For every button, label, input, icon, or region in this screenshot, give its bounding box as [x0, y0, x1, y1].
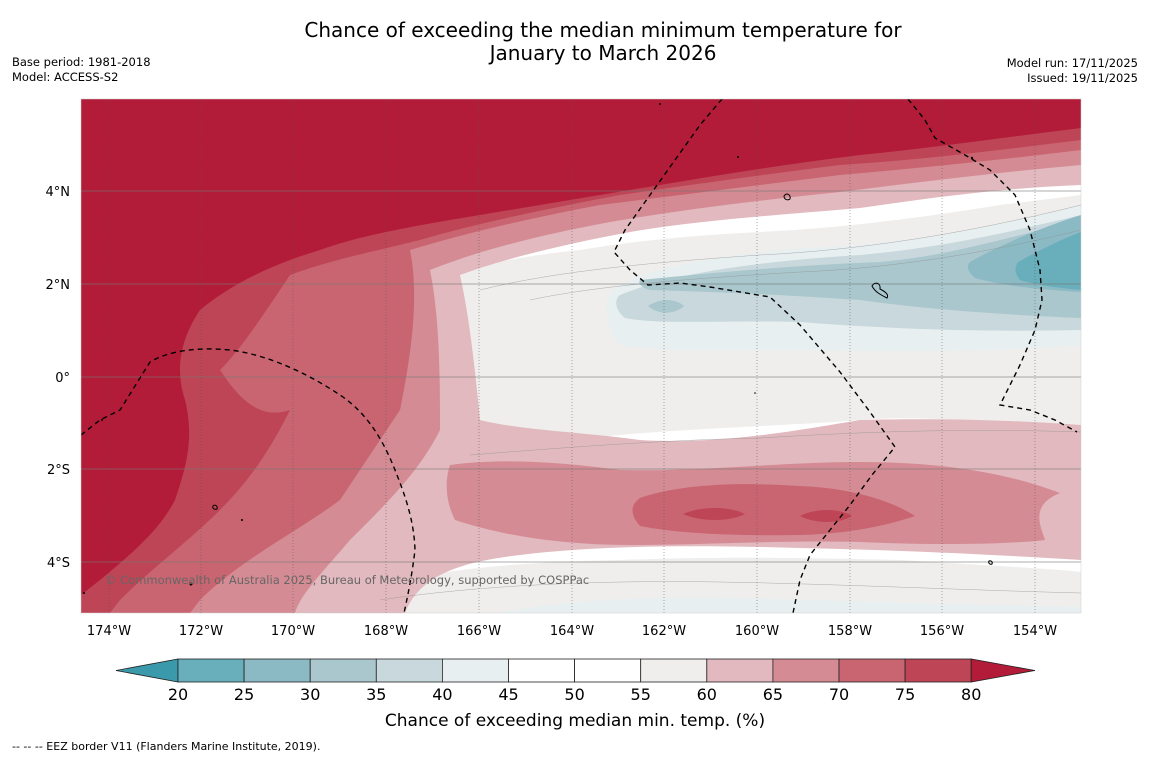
colorbar-tick-label: 75	[895, 685, 915, 704]
colorbar-tick-label: 60	[697, 685, 717, 704]
colorbar-tick-label: 30	[300, 685, 320, 704]
eez-borders	[81, 99, 1078, 613]
colorbar-label: Chance of exceeding median min. temp. (%…	[385, 711, 765, 731]
colorbar-segment	[640, 658, 708, 683]
colorbar-segment	[243, 658, 311, 683]
colorbar-tick-label: 35	[366, 685, 386, 704]
lon-label-160w: 160°W	[735, 624, 779, 639]
band-20-25	[1015, 232, 1081, 290]
issued-date: Issued: 19/11/2025	[1027, 71, 1138, 85]
colorbar-tick-label: 40	[432, 685, 452, 704]
colorbar-segment	[177, 658, 245, 683]
lon-label-156w: 156°W	[920, 624, 964, 639]
model-info: Base period: 1981-2018 Model: ACCESS-S2	[12, 55, 151, 85]
lon-label-158w: 158°W	[828, 624, 872, 639]
band-30-35-spot	[648, 300, 684, 313]
colorbar-tick-label: 70	[829, 685, 849, 704]
base-period: Base period: 1981-2018	[12, 55, 151, 69]
band-70-75-south	[632, 484, 915, 536]
forecast-map: © Commonwealth of Australia 2025, Bureau…	[46, 98, 1082, 731]
colorbar	[115, 658, 1036, 683]
lon-label-170w: 170°W	[271, 624, 315, 639]
colorbar-segment	[706, 658, 774, 683]
lat-label-2s: 2°S	[47, 463, 70, 478]
colorbar-segment	[772, 658, 840, 683]
colorbar-tick-label: 45	[498, 685, 518, 704]
model-run-date: Model run: 17/11/2025	[1006, 56, 1138, 70]
colorbar-segment	[309, 658, 377, 683]
lat-label-2n: 2°N	[46, 278, 71, 293]
colorbar-segment	[574, 658, 642, 683]
title-line-2: January to March 2026	[489, 41, 717, 65]
model-name: Model: ACCESS-S2	[12, 70, 119, 84]
colorbar-segment	[375, 658, 443, 683]
lon-label-164w: 164°W	[550, 624, 594, 639]
eez-footnote: -- -- -- EEZ border V11 (Flanders Marine…	[12, 740, 321, 753]
lon-label-172w: 172°W	[179, 624, 223, 639]
band-80-plus	[81, 99, 1081, 595]
lon-label-174w: 174°W	[87, 624, 131, 639]
band-55-60-south	[360, 557, 1081, 613]
lat-label-0: 0°	[55, 371, 70, 386]
probability-field	[81, 99, 1081, 613]
colorbar-arrow-low	[115, 658, 179, 683]
run-info: Model run: 17/11/2025 Issued: 19/11/2025	[1007, 56, 1138, 86]
title-line-1: Chance of exceeding the median minimum t…	[304, 18, 902, 42]
colorbar-segment	[508, 658, 575, 683]
colorbar-tick-label: 20	[168, 685, 188, 704]
band-75-80-spot-b	[800, 510, 852, 522]
lon-label-154w: 154°W	[1013, 624, 1057, 639]
lon-label-166w: 166°W	[457, 624, 501, 639]
colorbar-tick-label: 80	[961, 685, 981, 704]
lat-label-4s: 4°S	[47, 556, 70, 571]
colorbar-segment	[838, 658, 906, 683]
band-75-80-spot-a	[683, 508, 745, 520]
lat-label-4n: 4°N	[46, 185, 71, 200]
colorbar-tick-label: 65	[763, 685, 783, 704]
colorbar-tick-label: 25	[234, 685, 254, 704]
colorbar-tick-label: 55	[631, 685, 651, 704]
colorbar-tick-label: 50	[564, 685, 584, 704]
colorbar-segment	[441, 658, 509, 683]
colorbar-arrow-high	[970, 658, 1036, 683]
lon-label-162w: 162°W	[642, 624, 686, 639]
copyright-notice: © Commonwealth of Australia 2025, Bureau…	[105, 573, 589, 587]
band-40-45-south	[500, 597, 1081, 613]
map-title: Chance of exceeding the median minimum t…	[0, 19, 1150, 65]
colorbar-ticks: 20 25 30 35 40 45 50 55 60 65 70 75 80	[168, 685, 982, 704]
band-30-35	[639, 222, 1081, 318]
colorbar-segment	[904, 658, 972, 683]
lon-label-168w: 168°W	[364, 624, 408, 639]
